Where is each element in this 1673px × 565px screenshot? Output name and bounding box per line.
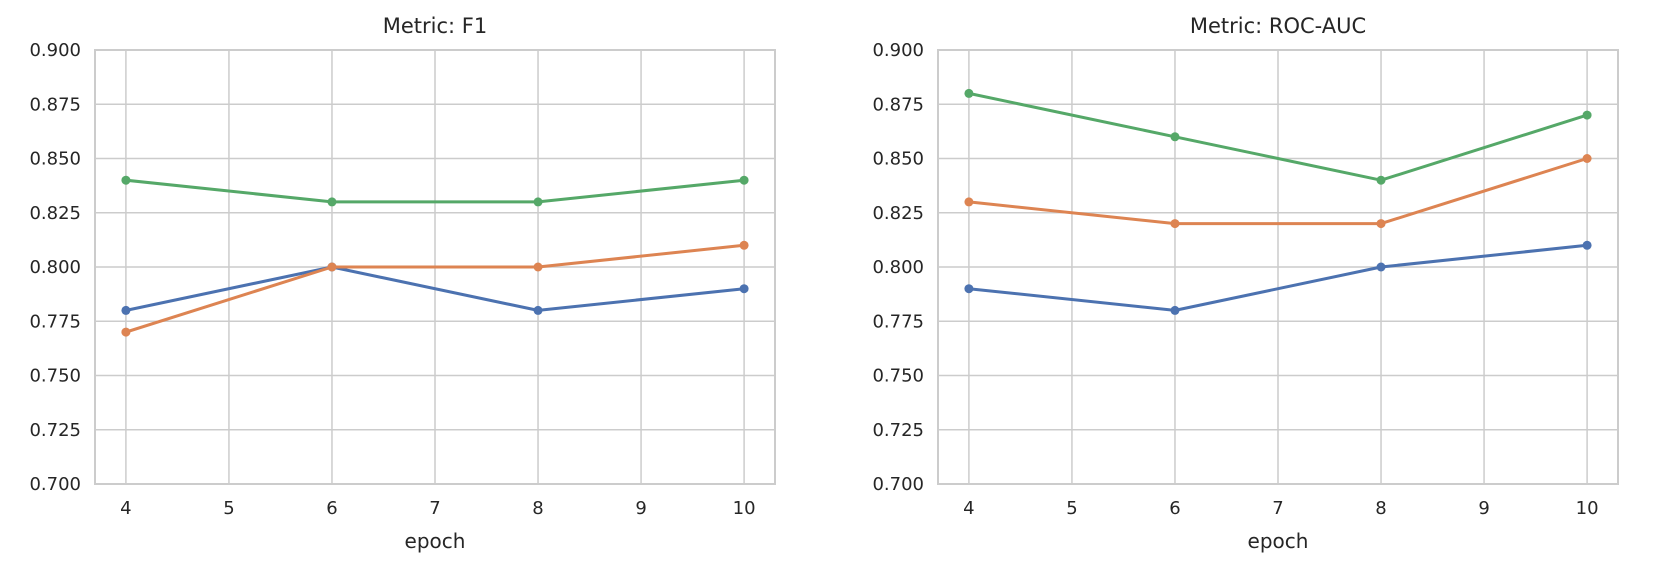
y-tick-label: 0.875	[29, 94, 81, 115]
y-tick-label: 0.700	[29, 474, 81, 495]
data-point	[1376, 175, 1386, 185]
x-tick-label: 8	[532, 498, 543, 519]
x-tick-label: 10	[1576, 498, 1599, 519]
y-tick-label: 0.800	[29, 257, 81, 278]
y-tick-label: 0.750	[872, 366, 924, 387]
x-tick-label: 5	[1066, 498, 1077, 519]
x-tick-label: 9	[635, 498, 646, 519]
data-point	[739, 284, 749, 294]
data-point	[327, 197, 337, 207]
y-tick-label: 0.825	[29, 203, 81, 224]
y-tick-label: 0.725	[29, 420, 81, 441]
data-line	[124, 265, 746, 312]
x-tick-label: 10	[733, 498, 756, 519]
y-tick-label: 0.900	[872, 40, 924, 61]
y-tick-label: 0.850	[29, 149, 81, 170]
y-tick-label: 0.775	[29, 311, 81, 332]
x-tick-label: 4	[120, 498, 131, 519]
x-tick-label: 9	[1478, 498, 1489, 519]
x-tick-label: 6	[1169, 498, 1180, 519]
data-point	[533, 262, 543, 272]
y-tick-label: 0.750	[29, 366, 81, 387]
data-point	[964, 284, 974, 294]
y-tick-label: 0.700	[872, 474, 924, 495]
data-point	[1582, 240, 1592, 250]
y-tick-label: 0.725	[872, 420, 924, 441]
data-point	[327, 262, 337, 272]
data-point	[533, 305, 543, 315]
x-axis-label: epoch	[405, 529, 466, 553]
chart-title: Metric: F1	[383, 14, 487, 38]
chart-panel-f1: 0.700 0.725 0.750 0.775 0.800 0.825 0.850 0.875…	[0, 5, 830, 560]
y-tick-label: 0.775	[872, 311, 924, 332]
x-tick-label: 8	[1375, 498, 1386, 519]
x-tick-label: 4	[963, 498, 974, 519]
data-point	[1170, 132, 1180, 142]
y-tick-label: 0.875	[872, 94, 924, 115]
data-line	[967, 243, 1589, 312]
data-point	[964, 197, 974, 207]
data-point	[1170, 305, 1180, 315]
x-axis-label: epoch	[1248, 529, 1309, 553]
chart-title: Metric: ROC-AUC	[1190, 14, 1366, 38]
data-point	[964, 88, 974, 98]
data-point	[121, 327, 131, 337]
data-point	[739, 240, 749, 250]
chart-panel-roc-auc: 0.700 0.725 0.750 0.775 0.800 0.825 0.850 0.875…	[843, 5, 1673, 560]
y-tick-label: 0.850	[872, 149, 924, 170]
axes-border	[94, 49, 776, 485]
data-point	[1582, 110, 1592, 120]
data-point	[121, 305, 131, 315]
data-point	[1170, 219, 1180, 229]
data-point	[1582, 154, 1592, 163]
x-tick-label: 5	[223, 498, 234, 519]
data-point	[739, 175, 749, 185]
chart-f1-canvas: 0.700 0.725 0.750 0.775 0.800 0.825 0.850 0.875…	[29, 14, 776, 553]
chart-roc-auc-canvas: 0.700 0.725 0.750 0.775 0.800 0.825 0.850 0.875…	[872, 14, 1619, 553]
y-tick-label: 0.900	[29, 40, 81, 61]
y-tick-label: 0.800	[872, 257, 924, 278]
y-tick-label: 0.825	[872, 203, 924, 224]
x-tick-label: 6	[326, 498, 337, 519]
x-tick-label: 7	[1272, 498, 1283, 519]
data-point	[1376, 219, 1386, 229]
data-line	[967, 157, 1589, 226]
x-tick-label: 7	[429, 498, 440, 519]
data-point	[1376, 262, 1386, 272]
data-line	[967, 91, 1589, 182]
data-point	[121, 175, 131, 185]
axes-border	[937, 49, 1619, 485]
data-line	[124, 243, 746, 334]
data-line	[124, 178, 746, 204]
data-point	[533, 197, 543, 207]
